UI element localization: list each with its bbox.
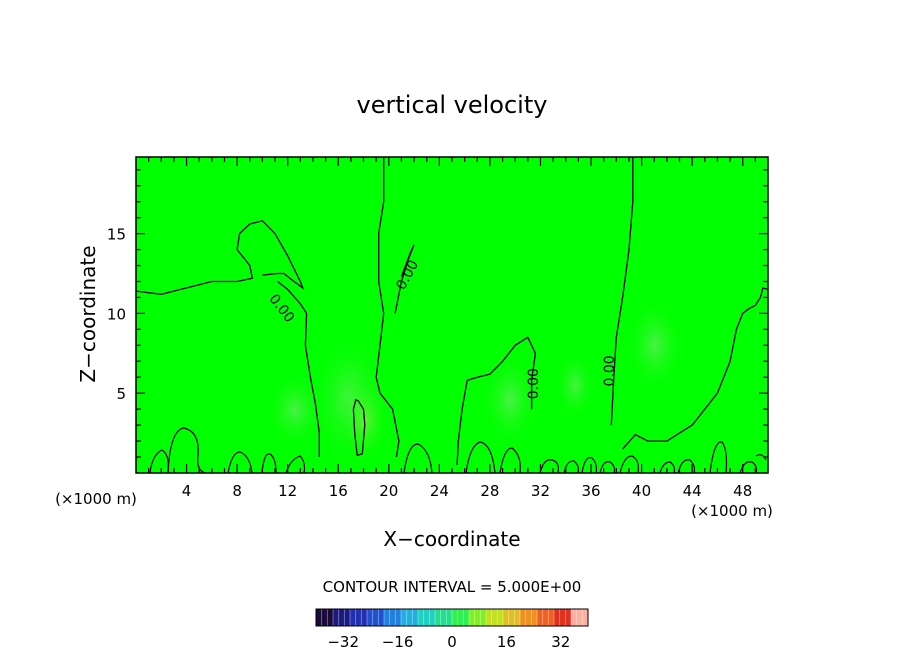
x-tick-labels: 4 8 12 16 20 24 28 32 36 40 44 48 xyxy=(182,482,752,500)
colorbar-swatch xyxy=(333,609,351,626)
shade-blob xyxy=(480,350,540,450)
x-tick-label: 48 xyxy=(733,482,752,500)
colorbar-frame xyxy=(315,608,589,627)
surface-contour xyxy=(167,427,206,473)
surface-contour xyxy=(403,443,433,473)
x-tick-label: 44 xyxy=(683,482,702,500)
x-tick-label: 4 xyxy=(182,482,192,500)
colorbar-swatch xyxy=(554,609,572,626)
x-tick-label: 24 xyxy=(430,482,449,500)
contour-line xyxy=(622,287,768,450)
contour-line xyxy=(610,157,634,426)
axis-ticks xyxy=(136,157,768,473)
contour-interval-text: CONTOUR INTERVAL = 5.000E+00 xyxy=(323,578,582,596)
x-unit-label-right: (×1000 m) xyxy=(691,502,773,520)
surface-contour xyxy=(619,455,639,473)
surface-contour xyxy=(285,455,306,473)
colorbar-swatch xyxy=(384,609,402,626)
colorbar-tick-label: −16 xyxy=(382,633,414,651)
colorbar-swatch xyxy=(520,609,538,626)
colorbar-swatch xyxy=(503,609,521,626)
x-tick-label: 36 xyxy=(581,482,600,500)
x-tick-label: 12 xyxy=(278,482,297,500)
colorbar-swatch xyxy=(401,609,419,626)
surface-contour xyxy=(499,447,521,473)
contour-line xyxy=(456,336,537,466)
colorbar-tick-label: −32 xyxy=(327,633,359,651)
x-tick-label: 40 xyxy=(632,482,651,500)
surface-contour xyxy=(581,456,598,473)
y-axis-label: Z−coordinate xyxy=(76,245,100,382)
colorbar-tick-label: 0 xyxy=(447,633,457,651)
colorbar-swatch xyxy=(350,609,368,626)
surface-contour xyxy=(677,459,696,473)
shade-blob xyxy=(555,350,595,420)
colorbar-swatch xyxy=(418,609,436,626)
plot-area: 0.000.000.00 0.00 xyxy=(135,156,769,474)
colorbar-tick-labels: −32 −16 0 16 32 xyxy=(327,633,570,651)
colorbar-swatch xyxy=(316,609,334,626)
field-shading xyxy=(265,295,685,470)
y-tick-label: 10 xyxy=(107,305,126,323)
shade-blob xyxy=(265,370,325,450)
surface-contour xyxy=(755,454,767,461)
contour-line xyxy=(352,398,366,457)
surface-contour xyxy=(227,451,253,473)
colorbar-swatch xyxy=(571,609,589,626)
y-tick-labels: 5 10 15 xyxy=(107,226,126,404)
colorbar-swatch xyxy=(537,609,555,626)
colorbar-tick-label: 16 xyxy=(497,633,516,651)
surface-contour xyxy=(599,461,616,473)
contour-label: 0.00 xyxy=(526,368,542,399)
chart-title: vertical velocity xyxy=(357,91,548,119)
x-tick-label: 16 xyxy=(329,482,348,500)
x-axis-label: X−coordinate xyxy=(383,527,520,551)
colorbar xyxy=(315,608,589,627)
y-tick-label: 15 xyxy=(107,226,126,244)
colorbar-swatch xyxy=(452,609,470,626)
contour-line xyxy=(277,280,320,457)
surface-contour xyxy=(261,453,277,473)
contour-line xyxy=(136,220,305,295)
y-tick-label: 5 xyxy=(116,385,126,403)
surface-contour xyxy=(709,441,728,473)
shade-blob xyxy=(625,295,685,395)
contour-label: 0.00 xyxy=(602,355,618,386)
colorbar-swatch xyxy=(486,609,504,626)
x-unit-label-left: (×1000 m) xyxy=(55,490,137,508)
surface-contour xyxy=(465,441,496,473)
surface-contour xyxy=(659,461,676,473)
colorbar-swatch xyxy=(435,609,453,626)
x-tick-label: 8 xyxy=(232,482,242,500)
contour-line xyxy=(375,157,400,458)
colorbar-swatch xyxy=(469,609,487,626)
surface-contour xyxy=(539,459,559,473)
x-tick-label: 20 xyxy=(379,482,398,500)
contour-lines xyxy=(136,157,768,466)
colorbar-tick-label: 32 xyxy=(551,633,570,651)
x-tick-label: 32 xyxy=(531,482,550,500)
surface-contour-fringe xyxy=(149,427,767,473)
x-tick-label: 28 xyxy=(480,482,499,500)
colorbar-swatch xyxy=(367,609,385,626)
contour-line xyxy=(394,244,415,314)
